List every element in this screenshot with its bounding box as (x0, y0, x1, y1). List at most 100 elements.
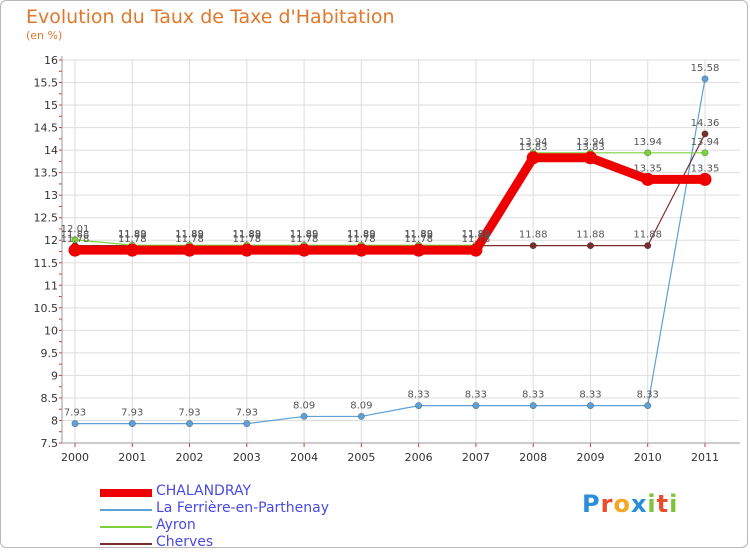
data-label: 11.89 (232, 229, 261, 240)
data-label: 7.93 (178, 408, 200, 419)
data-label: 13.35 (691, 163, 720, 174)
legend-swatch-chalandray (100, 489, 152, 497)
y-tick-label: 9 (51, 369, 58, 382)
data-labels: 11.78 11.78 11.78 11.78 11.78 11.78 11.78 11.78… (61, 63, 720, 419)
data-label: 11.88 (519, 230, 548, 241)
data-label: 11.88 (633, 230, 662, 241)
y-tick-label: 15.5 (34, 77, 59, 90)
data-label: 11.88 (175, 230, 204, 241)
data-label: 11.89 (290, 229, 319, 240)
y-tick-label: 9.5 (41, 347, 59, 360)
data-point-la-ferriere-en-parthenay (243, 420, 251, 428)
y-tick-label: 12 (44, 234, 58, 247)
data-point-la-ferriere-en-parthenay (128, 420, 136, 428)
data-point-la-ferriere-en-parthenay (644, 402, 652, 410)
data-point-chalandray (354, 243, 368, 257)
x-tick-label: 2002 (176, 451, 204, 464)
y-tick-label: 16 (44, 54, 58, 67)
data-label: 13.35 (633, 163, 662, 174)
data-point-chalandray (469, 243, 483, 257)
data-point-la-ferriere-en-parthenay (472, 402, 480, 410)
data-label: 7.93 (121, 408, 143, 419)
y-tick-label: 13.5 (34, 167, 59, 180)
data-point-cherves (586, 242, 594, 250)
data-label: 8.09 (350, 400, 372, 411)
data-point-chalandray (698, 172, 712, 186)
data-label: 11.78 (347, 234, 376, 245)
data-point-chalandray (240, 243, 254, 257)
data-point-la-ferriere-en-parthenay (415, 402, 423, 410)
y-tick-label: 8 (51, 414, 58, 427)
data-point-ayron (701, 149, 709, 157)
data-point-la-ferriere-en-parthenay (357, 412, 365, 420)
data-point-la-ferriere-en-parthenay (529, 402, 537, 410)
chart-title: Evolution du Taux de Taxe d'Habitation (26, 6, 395, 28)
proxiti-logo: Proxiti (582, 490, 679, 518)
y-tick-label: 10.5 (34, 302, 59, 315)
data-label: 13.83 (519, 142, 548, 153)
data-label: 15.58 (691, 63, 720, 74)
y-tick-label: 11 (44, 279, 58, 292)
data-label: 11.89 (175, 229, 204, 240)
x-tick-label: 2004 (290, 451, 318, 464)
x-tick-label: 2007 (462, 451, 490, 464)
data-point-la-ferriere-en-parthenay (300, 412, 308, 420)
data-label: 7.93 (64, 408, 86, 419)
series-layer (68, 75, 712, 428)
data-label: 8.33 (637, 390, 659, 401)
chart-unit-label: (en %) (26, 29, 63, 42)
data-label: 11.78 (404, 234, 433, 245)
data-label: 11.78 (118, 234, 147, 245)
legend-label-chalandray: CHALANDRAY (156, 483, 252, 499)
series-line-ayron (74, 152, 706, 246)
data-label: 14.36 (691, 118, 720, 129)
x-tick-label: 2010 (634, 451, 662, 464)
y-tick-label: 11.5 (34, 257, 59, 270)
data-label: 11.89 (118, 229, 147, 240)
x-tick-label: 2000 (61, 451, 89, 464)
series-line-la-ferriere-en-parthenay (74, 78, 706, 425)
data-label: 11.88 (290, 230, 319, 241)
data-point-chalandray (68, 243, 82, 257)
data-label: 11.88 (404, 230, 433, 241)
data-label: 11.78 (232, 234, 261, 245)
data-point-chalandray (183, 243, 197, 257)
data-label: 11.89 (404, 229, 433, 240)
data-point-chalandray (297, 243, 311, 257)
legend-label-la-ferriere: La Ferrière-en-Parthenay (156, 500, 330, 516)
data-label: 11.78 (175, 234, 204, 245)
data-label: 11.88 (576, 230, 605, 241)
x-tick-label: 2009 (576, 451, 604, 464)
data-label: 13.94 (691, 137, 720, 148)
series-la-ferriere-en-parthenay (71, 75, 709, 428)
y-tick-label: 15 (44, 99, 58, 112)
legend-label-cherves: Cherves (156, 534, 214, 550)
data-point-cherves (529, 242, 537, 250)
data-label: 11.88 (61, 230, 90, 241)
data-label: 11.89 (462, 229, 491, 240)
legend-swatch-ayron (100, 526, 152, 528)
data-point-chalandray (641, 172, 655, 186)
data-point-chalandray (526, 151, 540, 165)
data-point-chalandray (125, 243, 139, 257)
data-point-la-ferriere-en-parthenay (71, 420, 79, 428)
series-line-cherves (74, 133, 706, 247)
y-tick-label: 7.5 (41, 437, 59, 450)
legend-label-ayron: Ayron (156, 517, 196, 533)
y-tick-label: 14.5 (34, 122, 59, 135)
y-tick-label: 13 (44, 189, 58, 202)
legend-swatch-cherves (100, 543, 152, 545)
data-label: 13.94 (519, 137, 548, 148)
x-tick-label: 2003 (233, 451, 261, 464)
series-chalandray (68, 151, 712, 257)
data-label: 11.88 (347, 230, 376, 241)
data-point-ayron (644, 149, 652, 157)
data-label: 11.78 (61, 234, 90, 245)
data-label: 11.88 (232, 230, 261, 241)
data-label: 8.33 (408, 390, 430, 401)
data-label: 11.78 (462, 234, 491, 245)
data-point-ayron (71, 236, 79, 244)
data-label: 11.88 (118, 230, 147, 241)
